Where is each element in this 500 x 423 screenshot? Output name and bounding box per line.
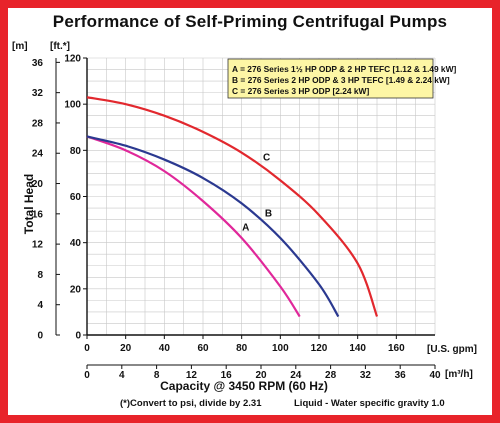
x-tick-gpm-label: 140: [349, 343, 366, 354]
series-label-a: A: [242, 223, 249, 234]
y-tick-m-label: 12: [32, 240, 44, 251]
footnote-left: (*)Convert to psi, divide by 2.31: [120, 398, 262, 409]
x-tick-m3h-label: 28: [325, 370, 337, 381]
y-tick-m-label: 16: [32, 209, 44, 220]
x-tick-gpm-label: 160: [388, 343, 405, 354]
x-tick-m3h-label: 40: [429, 370, 441, 381]
y-tick-m-label: 36: [32, 58, 44, 69]
x-tick-m3h-label: 16: [221, 370, 233, 381]
x-ticks-m3h: 0 4 8 12 16 20 24 28 32 36 40: [84, 365, 441, 381]
x-tick-gpm-label: 120: [311, 343, 328, 354]
y-tick-m-label: 28: [32, 118, 44, 129]
y-tick-ft-label: 60: [70, 192, 82, 203]
series-group: A B C: [86, 96, 379, 318]
y-tick-ft-label: 120: [64, 54, 81, 65]
x-tick-gpm-label: 0: [84, 343, 90, 354]
x-axis-title: Capacity @ 3450 RPM (60 Hz): [160, 379, 328, 393]
x-tick-m3h-label: 4: [119, 370, 125, 381]
x-tick-m3h-label: 12: [186, 370, 198, 381]
legend: A = 276 Series 1½ HP ODP & 2 HP TEFC [1.…: [227, 58, 456, 99]
chart-title: Performance of Self-Priming Centrifugal …: [52, 12, 448, 31]
series-label-b: B: [265, 208, 272, 219]
y-tick-m-label: 32: [32, 88, 44, 99]
legend-entry: A = 276 Series 1½ HP ODP & 2 HP TEFC [1.…: [232, 64, 456, 74]
x-tick-gpm-label: 60: [197, 343, 209, 354]
x-unit-bottom: [m³/h]: [445, 369, 473, 380]
legend-entry: B = 276 Series 2 HP ODP & 3 HP TEFC [1.4…: [232, 75, 450, 85]
y-tick-m-label: 0: [37, 331, 43, 342]
grid-lines: [86, 57, 436, 336]
y-ticks-m: 0 4 8 12 16 20 24 28 32 36: [32, 58, 60, 342]
y-unit-right: [ft.*]: [50, 41, 70, 52]
y-tick-m-label: 8: [37, 270, 43, 281]
series-label-c: C: [263, 152, 270, 163]
legend-box: [227, 58, 434, 99]
x-tick-m3h-label: 8: [154, 370, 160, 381]
x-tick-gpm-label: 20: [120, 343, 132, 354]
x-tick-m3h-label: 32: [360, 370, 372, 381]
y-tick-m-label: 24: [32, 149, 44, 160]
chart-panel: Performance of Self-Priming Centrifugal …: [8, 8, 492, 415]
x-unit-top: [U.S. gpm]: [427, 344, 477, 355]
footnote-right: Liquid - Water specific gravity 1.0: [294, 398, 445, 409]
y-tick-m-label: 20: [32, 179, 44, 190]
x-tick-m3h-label: 20: [255, 370, 267, 381]
y-tick-m-label: 4: [37, 300, 43, 311]
x-tick-m3h-label: 0: [84, 370, 90, 381]
x-tick-m3h-label: 24: [290, 370, 302, 381]
legend-entry: C = 276 Series 3 HP ODP [2.24 kW]: [232, 86, 369, 96]
y-axis-title: Total Head: [22, 174, 36, 234]
y-tick-ft-label: 100: [64, 100, 81, 111]
x-tick-gpm-label: 80: [236, 343, 248, 354]
y-ticks-ft: 0 20 40 60 80 100 120: [64, 54, 87, 342]
x-tick-m3h-label: 36: [395, 370, 407, 381]
y-tick-ft-label: 0: [75, 331, 81, 342]
y-tick-ft-label: 20: [70, 284, 82, 295]
y-tick-ft-label: 40: [70, 238, 82, 249]
series-line-c: [86, 96, 379, 317]
x-tick-gpm-label: 40: [159, 343, 171, 354]
y-tick-ft-label: 80: [70, 146, 82, 157]
series-line-b: [86, 135, 340, 318]
series-line-a: [86, 135, 301, 318]
x-ticks-gpm: 0 20 40 60 80 100 120 140 160: [84, 335, 405, 354]
y-unit-left: [m]: [12, 41, 28, 52]
x-tick-gpm-label: 100: [272, 343, 289, 354]
